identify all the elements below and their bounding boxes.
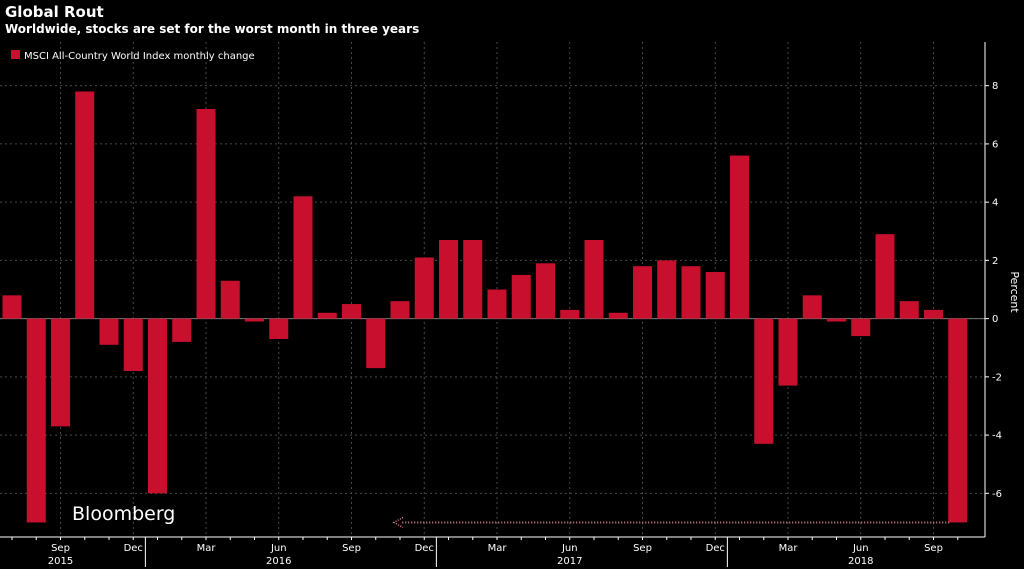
bar [827, 318, 846, 322]
bar [366, 318, 386, 369]
bar [536, 263, 555, 319]
bar [196, 108, 216, 319]
bar [26, 318, 46, 523]
bar [342, 304, 361, 319]
bar [439, 240, 458, 319]
x-tick-label: Dec [706, 543, 725, 554]
annotation-arrow-head [392, 516, 404, 529]
x-tick-label: Mar [779, 543, 799, 554]
x-tick-label: Jun [852, 543, 869, 554]
bar [924, 309, 943, 319]
x-year-label: 2018 [848, 556, 873, 567]
bar [851, 318, 871, 337]
bar [317, 312, 337, 319]
logo-text: Bloomberg [72, 503, 175, 525]
x-year-label: 2015 [48, 556, 73, 567]
bar [705, 272, 725, 319]
bars [2, 91, 968, 523]
x-tick-label: Dec [415, 543, 434, 554]
axes: -6 -4 -2 0 2 4 6 8 Sep Dec Mar Jun Sep Dec Mar Jun Sep De… [0, 42, 1002, 567]
bar [875, 234, 895, 319]
x-year-label: 2016 [266, 556, 291, 567]
y-tick-label: -4 [992, 431, 1002, 442]
y-axis-title-group: Percent [1008, 271, 1021, 313]
y-tick-label: 6 [992, 139, 998, 150]
bar [754, 318, 774, 444]
x-tick-label: Sep [924, 543, 943, 554]
bar [390, 301, 410, 319]
legend-label: MSCI All-Country World Index monthly cha… [24, 51, 255, 62]
bar [778, 318, 798, 386]
bar [584, 240, 604, 319]
y-tick-label: 8 [992, 81, 998, 92]
bar [172, 318, 192, 342]
bar [608, 312, 628, 319]
y-tick-label: 4 [992, 198, 998, 209]
y-axis-title: Percent [1008, 271, 1021, 313]
bar [75, 91, 95, 319]
bar [220, 280, 240, 319]
x-tick-label: Jun [561, 543, 578, 554]
bar [2, 295, 22, 319]
bar [245, 318, 264, 322]
y-tick-label: -6 [992, 489, 1002, 500]
bloomberg-logo: Bloomberg [72, 503, 175, 525]
x-tick-label: Sep [51, 543, 70, 554]
x-tick-label: Jun [270, 543, 287, 554]
y-tick-label: 0 [992, 314, 998, 325]
bar [511, 274, 531, 319]
bar [414, 257, 434, 319]
bar [948, 318, 968, 523]
chart-title: Global Rout [5, 3, 104, 21]
bar [123, 318, 143, 372]
bar [730, 155, 749, 319]
bar [293, 196, 313, 319]
legend: MSCI All-Country World Index monthly cha… [11, 50, 255, 62]
annotation [392, 516, 950, 529]
bar [269, 318, 289, 339]
bar [681, 266, 701, 319]
x-tick-label: Mar [488, 543, 508, 554]
bar [560, 309, 580, 319]
bar [51, 318, 70, 427]
x-tick-label: Dec [124, 543, 143, 554]
x-tick-label: Mar [197, 543, 217, 554]
bar [633, 266, 652, 319]
x-tick-label: Sep [342, 543, 361, 554]
bar [463, 240, 483, 319]
bar [487, 289, 507, 319]
bar [148, 318, 167, 494]
bar [899, 301, 919, 319]
x-tick-label: Sep [633, 543, 652, 554]
legend-swatch [11, 50, 20, 59]
bar [657, 260, 677, 319]
y-tick-label: 2 [992, 256, 998, 267]
chart-subtitle: Worldwide, stocks are set for the worst … [5, 22, 420, 36]
x-year-label: 2017 [557, 556, 582, 567]
y-tick-label: -2 [992, 372, 1002, 383]
bar [802, 295, 822, 319]
bar [99, 318, 119, 345]
